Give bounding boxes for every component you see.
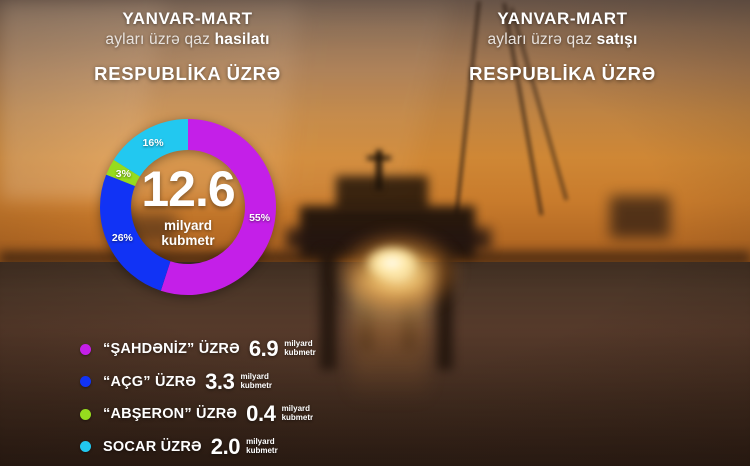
donut-segment (160, 119, 276, 295)
rig-mast (376, 150, 382, 190)
legend-item-label: SOCAR ÜZRƏ (103, 438, 202, 455)
donut-svg (100, 119, 276, 295)
legend-item-value: 2.0 (210, 433, 241, 459)
legend-item-label: “ABŞERON” ÜZRƏ (103, 406, 238, 422)
panel-subtitle-bold: satışı (596, 31, 638, 48)
panel-subtitle: ayları üzrə qaz hasilatı (0, 31, 375, 49)
legend-unit-line2: kubmetr (284, 348, 316, 357)
legend-item-value: 0.4 (246, 401, 276, 426)
legend-item-label: “ŞAHDƏNİZ” ÜZRƏ (103, 341, 240, 357)
panel-title-period: YANVAR-MART (497, 9, 628, 28)
legend-item-label: “AÇG” ÜZRƏ (103, 373, 197, 390)
donut-segment (100, 174, 171, 291)
donut-segment (113, 119, 189, 177)
legend-item-value: 6.9 (248, 336, 279, 361)
bottom-shade (0, 320, 750, 466)
legend-item[interactable]: SOCAR ÜZRƏ 2.0 milyard kubmetr (80, 433, 278, 459)
panel-title-period: YANVAR-MART (122, 9, 253, 28)
panel-production: YANVAR-MART ayları üzrə qaz hasilatı RES… (0, 9, 375, 459)
legend-item[interactable]: “AÇG” ÜZRƏ 3.3 milyard kubmetr (80, 368, 273, 394)
sun-core (366, 246, 418, 280)
legend-unit-line2: kubmetr (240, 380, 273, 390)
donut-center-label: 12.6 milyard kubmetr (94, 113, 282, 301)
donut-percent-label: 3% (115, 168, 131, 181)
donut-chart-production: 12.6 milyard kubmetr 55% 26% 3% 16% (94, 113, 282, 301)
legend-item-value: 3.3 (205, 368, 235, 394)
legend-item-unit: milyard kubmetr (246, 436, 278, 456)
donut-percent-label: 16% (142, 137, 164, 150)
donut-segment (106, 159, 141, 187)
legend-item[interactable]: “ABŞERON” ÜZRƏ 0.4 milyard kubmetr (80, 401, 314, 426)
legend-item-unit: milyard kubmetr (281, 404, 314, 423)
panel-sales: YANVAR-MART ayları üzrə qaz satışı RESPU… (375, 0, 750, 466)
panel-subtitle: ayları üzrə qaz satışı (375, 31, 750, 49)
rig-distant-right (610, 196, 670, 238)
donut-total-unit: milyard kubmetr (161, 218, 214, 248)
legend-color-dot-icon (80, 343, 91, 355)
legend-color-dot-icon (80, 376, 91, 387)
legend-item-unit: milyard kubmetr (284, 339, 316, 358)
panel-scope-label: RESPUBLİKA ÜZRƏ (94, 63, 281, 84)
donut-unit-line2: kubmetr (161, 232, 215, 248)
panel-scope-label: RESPUBLİKA ÜZRƏ (469, 63, 656, 84)
legend-unit-line1: milyard (246, 436, 275, 446)
legend-unit-line1: milyard (240, 371, 269, 381)
legend-item-unit: milyard kubmetr (240, 371, 273, 391)
panel-subtitle-plain: ayları üzrə qaz (105, 31, 215, 48)
legend-unit-line2: kubmetr (246, 445, 278, 455)
legend-unit-line2: kubmetr (281, 413, 314, 422)
panel-subtitle-plain: ayları üzrə qaz (487, 31, 597, 48)
rig-leg-1 (320, 250, 336, 370)
donut-unit-line1: milyard (163, 217, 212, 233)
donut-percent-label: 55% (249, 212, 271, 225)
legend-item[interactable]: “ŞAHDƏNİZ” ÜZRƏ 6.9 milyard kubmetr (80, 336, 316, 361)
legend-color-dot-icon (80, 441, 91, 452)
legend-unit-line1: milyard (281, 404, 311, 414)
donut-percent-label: 26% (111, 231, 133, 244)
panel-subtitle-bold: hasilatı (214, 31, 270, 48)
legend-unit-line1: milyard (284, 339, 313, 349)
rig-antenna (367, 156, 391, 160)
donut-total-value: 12.6 (141, 161, 235, 218)
legend-color-dot-icon (80, 408, 91, 420)
